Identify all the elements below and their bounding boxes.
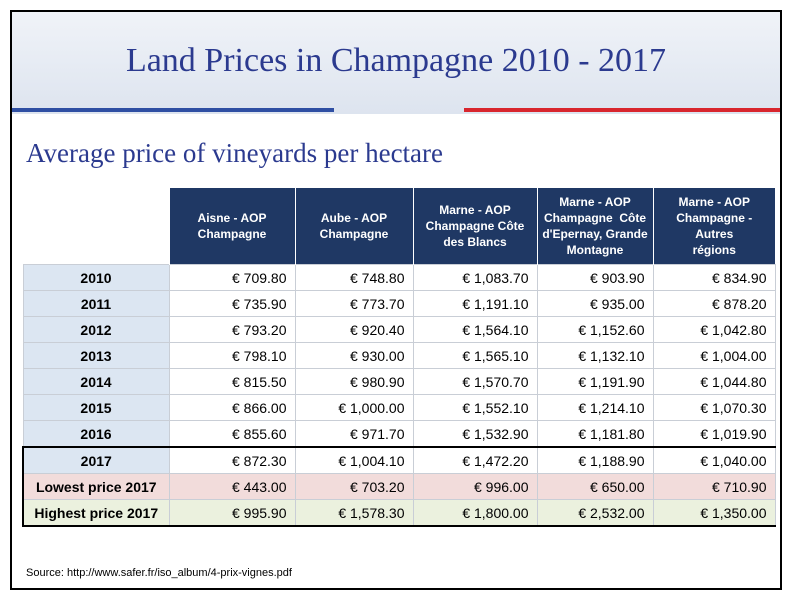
price-table: Aisne - AOP Champagne Aube - AOP Champagne… [22, 188, 776, 527]
row-label: 2013 [22, 342, 170, 369]
price-cell: € 709.80 [168, 264, 296, 291]
price-cell: € 855.60 [168, 420, 296, 448]
price-cell: € 1,570.70 [412, 368, 538, 395]
price-cell: € 1,578.30 [294, 499, 414, 527]
price-cell: € 1,004.10 [294, 446, 414, 474]
price-cell: € 1,552.10 [412, 394, 538, 421]
price-cell: € 773.70 [294, 290, 414, 317]
price-cell: € 1,044.80 [652, 368, 776, 395]
price-cell: € 1,350.00 [652, 499, 776, 527]
price-cell: € 710.90 [652, 473, 776, 500]
price-cell: € 1,004.00 [652, 342, 776, 369]
price-cell: € 1,565.10 [412, 342, 538, 369]
subtitle: Average price of vineyards per hectare [26, 138, 444, 168]
price-cell: € 1,191.90 [536, 368, 654, 395]
row-label: 2016 [22, 420, 170, 448]
price-cell: € 1,800.00 [412, 499, 538, 527]
price-cell: € 878.20 [652, 290, 776, 317]
price-cell: € 1,191.10 [412, 290, 538, 317]
row-label: 2014 [22, 368, 170, 395]
price-cell: € 1,070.30 [652, 394, 776, 421]
table-row: 2010 € 709.80 € 748.80 € 1,083.70 € 903.90 € … [22, 264, 776, 291]
title-header: Land Prices in Champagne 2010 - 2017 [12, 12, 780, 114]
price-cell: € 443.00 [168, 473, 296, 500]
header-bar-blue [12, 108, 334, 112]
price-cell: € 996.00 [412, 473, 538, 500]
price-cell: € 980.90 [294, 368, 414, 395]
row-label: 2012 [22, 316, 170, 343]
page-title: Land Prices in Champagne 2010 - 2017 [125, 42, 667, 79]
price-cell: € 834.90 [652, 264, 776, 291]
row-label: 2011 [22, 290, 170, 317]
price-cell: € 1,019.90 [652, 420, 776, 448]
table-row: 2016 € 855.60 € 971.70 € 1,532.90 € 1,181.80… [22, 420, 776, 448]
price-cell: € 1,040.00 [652, 446, 776, 474]
table-row: Lowest price 2017 € 443.00 € 703.20 € 996.0… [22, 473, 776, 500]
price-cell: € 1,083.70 [412, 264, 538, 291]
price-cell: € 1,214.10 [536, 394, 654, 421]
slide: Land Prices in Champagne 2010 - 2017 Ave… [10, 10, 782, 590]
price-cell: € 748.80 [294, 264, 414, 291]
price-cell: € 1,188.90 [536, 446, 654, 474]
table-row: Highest price 2017 € 995.90 € 1,578.30 € 1,… [22, 499, 776, 527]
table-row: 2011 € 735.90 € 773.70 € 1,191.10 € 935.00 € … [22, 290, 776, 317]
price-cell: € 650.00 [536, 473, 654, 500]
column-header-aisne: Aisne - AOP Champagne [168, 188, 295, 265]
price-cell: € 1,000.00 [294, 394, 414, 421]
price-cell: € 1,042.80 [652, 316, 776, 343]
price-cell: € 1,472.20 [412, 446, 538, 474]
table-header-row: Aisne - AOP Champagne Aube - AOP Champagne… [23, 188, 775, 265]
price-cell: € 735.90 [168, 290, 296, 317]
table-row: 2015 € 866.00 € 1,000.00 € 1,552.10 € 1,214.… [22, 394, 776, 421]
table-row: 2013 € 798.10 € 930.00 € 1,565.10 € 1,132.10… [22, 342, 776, 369]
price-cell: € 930.00 [294, 342, 414, 369]
row-label: 2010 [22, 264, 170, 291]
column-header-marne-autres: Marne - AOP Champagne - Autres régions [652, 188, 775, 265]
row-label: Lowest price 2017 [22, 473, 170, 500]
source-note: Source: http://www.safer.fr/iso_album/4-… [26, 567, 292, 579]
price-cell: € 866.00 [168, 394, 296, 421]
price-cell: € 1,152.60 [536, 316, 654, 343]
price-cell: € 920.40 [294, 316, 414, 343]
price-cell: € 1,532.90 [412, 420, 538, 448]
price-cell: € 872.30 [168, 446, 296, 474]
table-row: 2012 € 793.20 € 920.40 € 1,564.10 € 1,152.60… [22, 316, 776, 343]
row-label: 2017 [22, 446, 170, 474]
price-cell: € 798.10 [168, 342, 296, 369]
header-corner [23, 188, 169, 265]
price-cell: € 2,532.00 [536, 499, 654, 527]
price-cell: € 971.70 [294, 420, 414, 448]
price-cell: € 703.20 [294, 473, 414, 500]
column-header-marne-cote-des-blancs: Marne - AOP Champagne Côte des Blancs [412, 188, 537, 265]
price-cell: € 995.90 [168, 499, 296, 527]
price-cell: € 1,181.80 [536, 420, 654, 448]
column-header-aube: Aube - AOP Champagne [294, 188, 413, 265]
row-label: Highest price 2017 [22, 499, 170, 527]
row-label: 2015 [22, 394, 170, 421]
price-cell: € 903.90 [536, 264, 654, 291]
price-cell: € 815.50 [168, 368, 296, 395]
price-cell: € 1,132.10 [536, 342, 654, 369]
header-bar-red [464, 108, 780, 112]
price-cell: € 1,564.10 [412, 316, 538, 343]
price-cell: € 935.00 [536, 290, 654, 317]
price-cell: € 793.20 [168, 316, 296, 343]
table-row: 2017 € 872.30 € 1,004.10 € 1,472.20 € 1,188.… [22, 446, 776, 474]
column-header-marne-epernay: Marne - AOP Champagne Côte d'Epernay, Gran… [536, 188, 653, 265]
table-row: 2014 € 815.50 € 980.90 € 1,570.70 € 1,191.90… [22, 368, 776, 395]
